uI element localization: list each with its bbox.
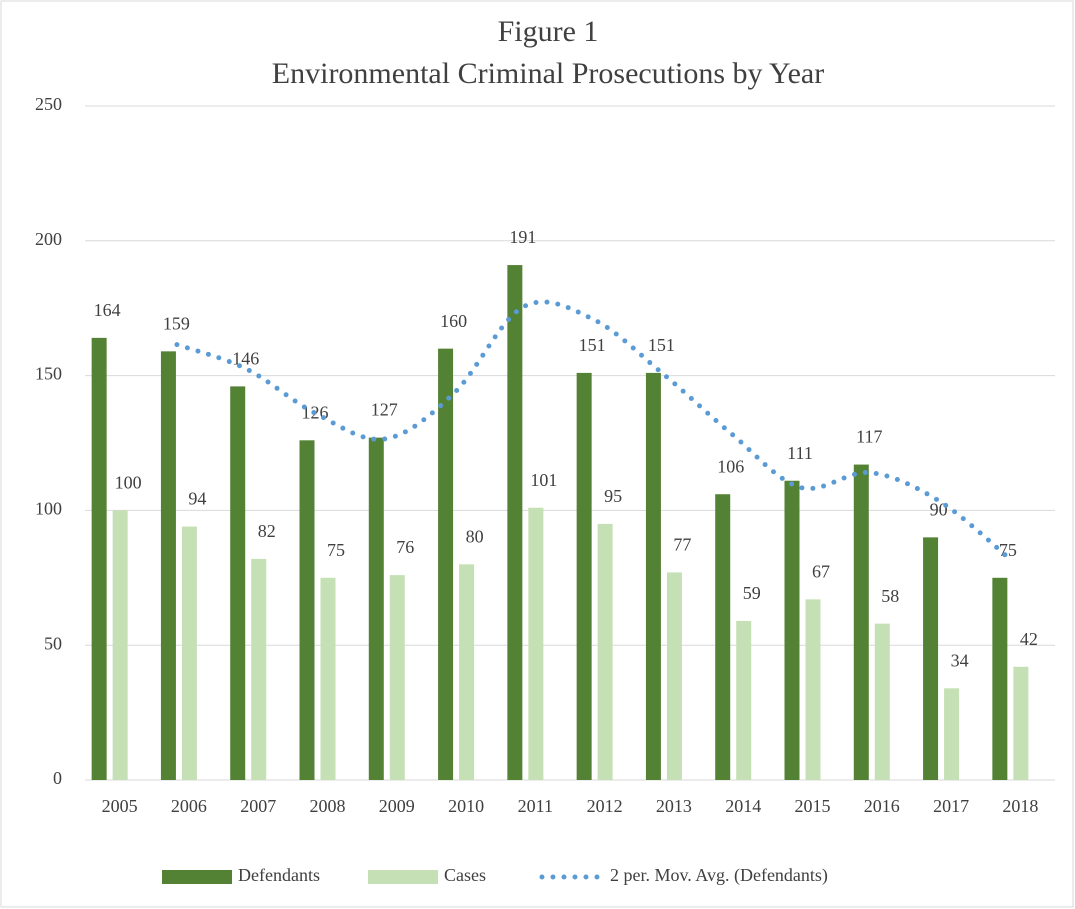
bar	[597, 523, 613, 780]
x-tick-label: 2006	[171, 796, 207, 816]
data-label: 34	[951, 650, 969, 670]
x-tick-label: 2007	[240, 796, 276, 816]
bar	[91, 337, 107, 780]
x-tick-label: 2013	[656, 796, 692, 816]
legend-label: 2 per. Mov. Avg. (Defendants)	[610, 865, 828, 886]
data-label: 58	[881, 586, 899, 606]
bar	[874, 623, 890, 780]
bar	[784, 480, 800, 780]
bar	[528, 507, 544, 780]
data-label: 42	[1020, 629, 1038, 649]
bar	[944, 688, 960, 780]
bar	[645, 372, 661, 780]
data-label: 67	[812, 561, 830, 581]
y-tick-label: 100	[35, 499, 62, 519]
bar	[251, 558, 267, 780]
bar	[181, 526, 197, 780]
data-label: 191	[509, 227, 536, 247]
legend-label: Cases	[444, 865, 486, 885]
y-tick-label: 200	[35, 229, 62, 249]
data-label: 80	[466, 526, 484, 546]
bar	[1013, 666, 1029, 780]
data-label: 82	[258, 521, 276, 541]
bar	[507, 265, 523, 781]
bar	[438, 348, 454, 780]
y-tick-label: 0	[53, 768, 62, 788]
data-label: 95	[604, 486, 622, 506]
data-label: 94	[188, 489, 206, 509]
y-tick-label: 50	[44, 633, 62, 653]
data-label: 75	[999, 540, 1017, 560]
bar	[666, 572, 682, 780]
bar	[112, 510, 128, 780]
data-label: 146	[232, 349, 259, 369]
bar	[853, 464, 869, 780]
x-tick-label: 2010	[448, 796, 484, 816]
x-tick-label: 2017	[933, 796, 969, 816]
chart-title: Figure 1	[498, 15, 599, 48]
x-tick-label: 2005	[102, 796, 138, 816]
x-tick-label: 2015	[795, 796, 831, 816]
data-label: 106	[717, 456, 744, 476]
data-label: 76	[396, 537, 414, 557]
y-tick-label: 250	[35, 94, 62, 114]
bar	[389, 575, 405, 780]
y-tick-label: 150	[35, 364, 62, 384]
data-label: 111	[787, 443, 813, 463]
data-label: 100	[115, 473, 142, 493]
data-label: 75	[327, 540, 345, 560]
x-tick-label: 2009	[379, 796, 415, 816]
legend-swatch	[367, 870, 438, 884]
data-label: 151	[648, 335, 675, 355]
x-tick-label: 2014	[725, 796, 761, 816]
bar	[320, 577, 336, 780]
data-label: 90	[930, 499, 948, 519]
data-label: 159	[163, 313, 190, 333]
data-label: 160	[440, 311, 467, 331]
bar	[805, 599, 821, 780]
x-tick-label: 2011	[518, 796, 553, 816]
bar	[992, 577, 1008, 780]
bar	[230, 386, 246, 780]
bar	[715, 494, 731, 780]
bar	[576, 372, 592, 780]
data-label: 59	[743, 583, 761, 603]
bar	[459, 564, 475, 780]
data-label: 77	[673, 535, 691, 555]
legend-swatch	[162, 870, 232, 884]
chart-subtitle: Environmental Criminal Prosecutions by Y…	[272, 57, 824, 90]
x-tick-label: 2012	[587, 796, 623, 816]
bar	[368, 437, 384, 780]
data-label: 101	[530, 470, 557, 490]
x-tick-label: 2008	[310, 796, 346, 816]
x-tick-label: 2018	[1002, 796, 1038, 816]
bar	[923, 537, 939, 780]
moving-average-line	[174, 299, 1011, 561]
data-label: 164	[94, 300, 121, 320]
bar	[736, 620, 752, 780]
data-label: 127	[371, 400, 398, 420]
bar	[160, 351, 176, 780]
data-label: 117	[856, 427, 882, 447]
bar	[299, 440, 315, 780]
legend-label: Defendants	[238, 865, 320, 885]
data-label: 151	[579, 335, 606, 355]
x-tick-label: 2016	[864, 796, 900, 816]
